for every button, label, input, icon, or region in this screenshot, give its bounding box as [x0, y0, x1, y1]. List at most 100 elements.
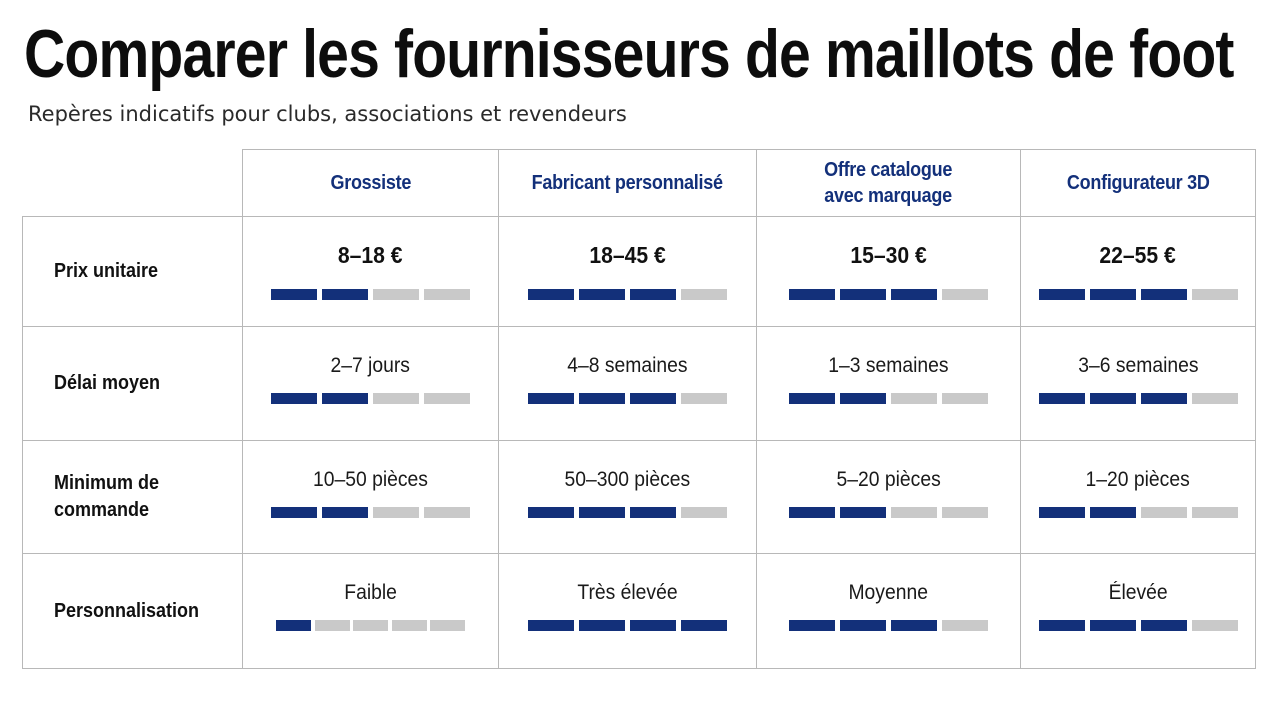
cell-value: 15–30 €	[850, 242, 927, 268]
rating-segment-empty	[942, 393, 988, 404]
table-cell: 1–20 pièces	[1021, 441, 1256, 554]
rating-segment-filled	[630, 393, 676, 404]
cell-value: 1–3 semaines	[828, 354, 949, 377]
rating-segment-filled	[1038, 620, 1085, 631]
column-header-label: Fabricant personnalisé	[531, 172, 724, 194]
rating-segment-filled	[789, 289, 835, 300]
column-header-configurateur: Configurateur 3D	[1021, 149, 1256, 217]
rating-segment-filled	[840, 289, 886, 300]
rating-segment-filled	[528, 620, 574, 631]
rating-segment-filled	[840, 507, 886, 518]
table-cell: Élevée	[1021, 554, 1256, 669]
column-header-catalogue: Offre catalogue avec marquage	[757, 149, 1021, 217]
page-subtitle: Repères indicatifs pour clubs, associati…	[28, 102, 627, 126]
rating-segment-empty	[314, 620, 350, 631]
rating-segment-filled	[528, 507, 574, 518]
rating-segment-empty	[681, 507, 727, 518]
cell-value: 1–20 pièces	[1085, 468, 1191, 491]
rating-bar	[243, 620, 498, 631]
rating-segment-filled	[276, 620, 311, 631]
rating-bar	[1021, 393, 1255, 404]
row-label: Délai moyen	[54, 372, 161, 394]
table-cell: 10–50 pièces	[243, 441, 499, 554]
cell-value: 4–8 semaines	[567, 354, 688, 377]
rating-bar	[243, 393, 498, 404]
table-cell: 22–55 €	[1021, 217, 1256, 327]
rating-bar	[757, 507, 1020, 518]
rating-segment-empty	[1191, 507, 1238, 518]
row-label: Minimum de commande	[54, 472, 160, 521]
cell-value: 5–20 pièces	[836, 468, 941, 491]
page-title: Comparer les fournisseurs de maillots de…	[24, 16, 1234, 92]
rating-segment-empty	[942, 507, 988, 518]
cell-value: Moyenne	[848, 581, 929, 604]
table-corner	[22, 149, 243, 217]
cell-value: Élevée	[1108, 581, 1168, 604]
rating-segment-filled	[579, 289, 625, 300]
rating-segment-filled	[891, 620, 937, 631]
rating-segment-filled	[1089, 620, 1136, 631]
row-label: Prix unitaire	[54, 260, 159, 282]
comparison-table: Grossiste Fabricant personnalisé Offre c…	[22, 149, 1256, 669]
row-label: Personnalisation	[54, 599, 200, 622]
rating-segment-filled	[1089, 393, 1136, 404]
rating-segment-empty	[353, 620, 388, 631]
rating-segment-empty	[424, 289, 470, 300]
table-cell: 5–20 pièces	[757, 441, 1021, 554]
cell-value: Faible	[344, 581, 397, 604]
rating-segment-filled	[322, 289, 368, 300]
table-cell: 18–45 €	[499, 217, 757, 327]
column-header-grossiste: Grossiste	[243, 149, 499, 217]
rating-bar	[757, 620, 1020, 631]
rating-segment-filled	[840, 620, 886, 631]
rating-segment-filled	[579, 507, 625, 518]
rating-bar	[1021, 620, 1255, 631]
cell-value: 50–300 pièces	[564, 468, 691, 491]
rating-segment-empty	[1191, 620, 1238, 631]
rating-segment-filled	[1038, 393, 1085, 404]
table-cell: Faible	[243, 554, 499, 669]
rating-bar	[243, 507, 498, 518]
rating-segment-filled	[891, 289, 937, 300]
rating-bar	[499, 620, 756, 631]
cell-value: 2–7 jours	[330, 354, 411, 377]
column-header-fabricant: Fabricant personnalisé	[499, 149, 757, 217]
rating-segment-empty	[1140, 507, 1187, 518]
rating-segment-filled	[681, 620, 727, 631]
rating-bar	[499, 393, 756, 404]
rating-segment-filled	[579, 393, 625, 404]
rating-segment-filled	[630, 507, 676, 518]
rating-segment-empty	[424, 507, 470, 518]
column-header-label: Configurateur 3D	[1066, 172, 1210, 194]
rating-bar	[757, 393, 1020, 404]
table-cell: Moyenne	[757, 554, 1021, 669]
rating-segment-empty	[373, 289, 419, 300]
rating-segment-empty	[942, 620, 988, 631]
table-cell: 1–3 semaines	[757, 327, 1021, 441]
cell-value: 10–50 pièces	[313, 468, 428, 491]
rating-bar	[1021, 507, 1255, 518]
cell-value: Très élevée	[577, 581, 678, 604]
rating-segment-empty	[942, 289, 988, 300]
rating-segment-filled	[630, 289, 676, 300]
cell-value: 3–6 semaines	[1077, 354, 1199, 377]
rating-segment-empty	[891, 393, 937, 404]
rating-segment-filled	[1038, 289, 1085, 300]
rating-segment-empty	[891, 507, 937, 518]
rating-segment-filled	[789, 393, 835, 404]
rating-segment-filled	[630, 620, 676, 631]
rating-bar	[757, 289, 1020, 300]
table-cell: 50–300 pièces	[499, 441, 757, 554]
rating-bar	[1021, 289, 1255, 300]
table-cell: 3–6 semaines	[1021, 327, 1256, 441]
cell-value: 8–18 €	[338, 242, 403, 268]
rating-segment-filled	[1038, 507, 1085, 518]
rating-segment-filled	[271, 507, 317, 518]
rating-segment-filled	[528, 289, 574, 300]
table-cell: Très élevée	[499, 554, 757, 669]
rating-segment-filled	[1089, 289, 1136, 300]
rating-segment-empty	[373, 507, 419, 518]
rating-segment-filled	[789, 507, 835, 518]
cell-value: 22–55 €	[1099, 242, 1177, 268]
rating-segment-filled	[271, 393, 317, 404]
